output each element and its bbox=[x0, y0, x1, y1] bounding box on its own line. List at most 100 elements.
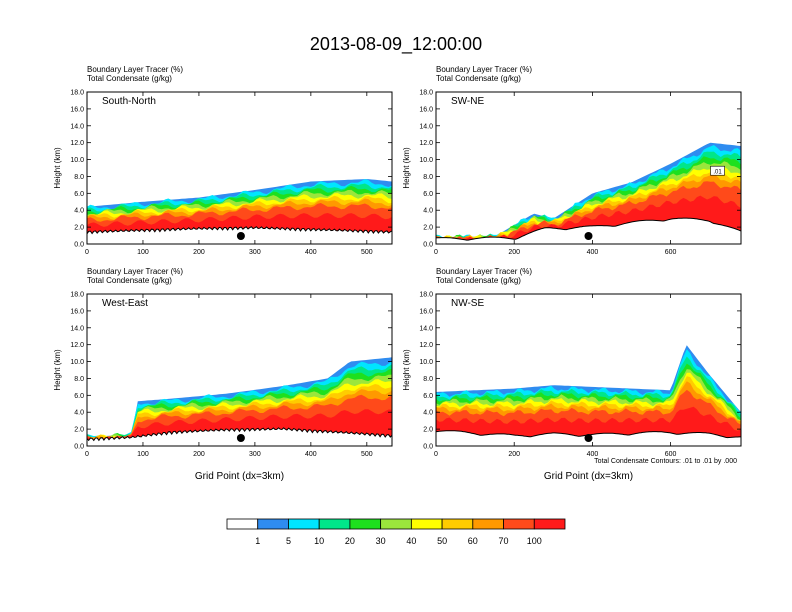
x-tick-label: 100 bbox=[137, 249, 149, 256]
y-tick-label: 14.0 bbox=[419, 123, 433, 130]
x-tick-label: 200 bbox=[508, 249, 520, 256]
field-label: Total Condensate (g/kg) bbox=[436, 74, 521, 83]
y-tick-label: 2.0 bbox=[74, 427, 84, 434]
y-tick-label: 6.0 bbox=[423, 191, 433, 198]
colorbar-swatch bbox=[288, 518, 320, 530]
y-tick-label: 0.0 bbox=[423, 242, 433, 249]
terrain-line bbox=[87, 427, 392, 442]
x-tick-label: 400 bbox=[305, 249, 317, 256]
panel-label: South-North bbox=[102, 96, 156, 107]
tracer-core bbox=[436, 406, 741, 440]
colorbar-swatch bbox=[226, 518, 259, 530]
colorbar-swatch bbox=[410, 518, 443, 530]
y-tick-label: 10.0 bbox=[70, 359, 84, 366]
colorbar-label: 10 bbox=[314, 536, 324, 546]
location-marker bbox=[584, 434, 593, 442]
field-label: Boundary Layer Tracer (%) bbox=[436, 267, 532, 276]
y-tick-label: 12.0 bbox=[419, 140, 433, 147]
y-tick-label: 8.0 bbox=[74, 174, 84, 181]
field-label: Total Condensate (g/kg) bbox=[87, 74, 172, 83]
panel-label: SW-NE bbox=[451, 96, 484, 107]
colorbar-swatch bbox=[257, 518, 289, 530]
x-tick-label: 400 bbox=[305, 451, 317, 458]
field-label: Boundary Layer Tracer (%) bbox=[436, 65, 532, 74]
location-marker bbox=[236, 232, 245, 240]
panel-1: 0.0 2.0 4.0 6.0 8.0 10.0 12.0 14.0 16.0 18.0 0 200 4… bbox=[402, 65, 742, 256]
y-tick-label: 12.0 bbox=[70, 140, 84, 147]
panel-2: 0.0 2.0 4.0 6.0 8.0 10.0 12.0 14.0 16.0 18.0 0 100 2… bbox=[53, 267, 393, 482]
x-tick-label: 200 bbox=[193, 451, 205, 458]
y-tick-label: 4.0 bbox=[423, 410, 433, 417]
y-tick-label: 8.0 bbox=[74, 376, 84, 383]
plot-frame bbox=[435, 293, 742, 447]
x-axis-label: Grid Point (dx=3km) bbox=[195, 471, 284, 482]
terrain-line bbox=[87, 226, 392, 235]
colorbar-label: 60 bbox=[468, 536, 478, 546]
y-tick-label: 12.0 bbox=[70, 342, 84, 349]
x-tick-label: 600 bbox=[665, 249, 677, 256]
y-tick-label: 2.0 bbox=[74, 225, 84, 232]
colorbar-label: 20 bbox=[345, 536, 355, 546]
field-label: Total Condensate (g/kg) bbox=[87, 276, 172, 285]
y-tick-label: 6.0 bbox=[423, 393, 433, 400]
y-tick-label: 6.0 bbox=[74, 393, 84, 400]
colorbar-swatch bbox=[349, 518, 382, 530]
y-tick-label: 14.0 bbox=[419, 325, 433, 332]
y-axis-label: Height (km) bbox=[402, 349, 411, 391]
colorbar-label: 40 bbox=[406, 536, 416, 546]
y-tick-label: 10.0 bbox=[70, 157, 84, 164]
x-tick-label: 500 bbox=[361, 451, 373, 458]
x-tick-label: 0 bbox=[434, 249, 438, 256]
y-tick-label: 16.0 bbox=[419, 308, 433, 315]
y-tick-label: 16.0 bbox=[70, 308, 84, 315]
y-axis-label: Height (km) bbox=[53, 349, 62, 391]
colorbar-swatch bbox=[472, 518, 504, 530]
y-tick-label: 14.0 bbox=[70, 325, 84, 332]
x-tick-label: 100 bbox=[137, 451, 149, 458]
plot-area bbox=[87, 357, 392, 446]
x-tick-label: 600 bbox=[665, 451, 677, 458]
y-tick-label: 6.0 bbox=[74, 191, 84, 198]
y-tick-label: 14.0 bbox=[70, 123, 84, 130]
contour-note: Total Condensate Contours: .01 to .01 by… bbox=[594, 458, 737, 465]
figure-title: 2013-08-09_12:00:00 bbox=[310, 34, 482, 55]
location-marker bbox=[584, 232, 593, 240]
y-tick-label: 8.0 bbox=[423, 174, 433, 181]
x-tick-label: 400 bbox=[587, 249, 599, 256]
y-tick-label: 4.0 bbox=[74, 410, 84, 417]
contour-label-box bbox=[710, 165, 725, 176]
panel-0: 0.0 2.0 4.0 6.0 8.0 10.0 12.0 14.0 16.0 18.0 0 100 2… bbox=[53, 65, 393, 256]
panel-label: NW-SE bbox=[451, 298, 484, 309]
y-tick-label: 2.0 bbox=[423, 225, 433, 232]
tracer-band-7 bbox=[436, 173, 741, 241]
colorbar-label: 70 bbox=[499, 536, 509, 546]
x-tick-label: 0 bbox=[434, 451, 438, 458]
x-tick-label: 300 bbox=[249, 249, 261, 256]
x-tick-label: 0 bbox=[85, 451, 89, 458]
y-axis-label: Height (km) bbox=[53, 147, 62, 189]
field-label: Boundary Layer Tracer (%) bbox=[87, 65, 183, 74]
y-tick-label: 12.0 bbox=[419, 342, 433, 349]
plot-frame bbox=[86, 91, 393, 245]
y-axis-label: Height (km) bbox=[402, 147, 411, 189]
y-tick-label: 18.0 bbox=[70, 90, 84, 97]
y-tick-label: 4.0 bbox=[423, 208, 433, 215]
plot-area bbox=[436, 345, 741, 446]
location-marker bbox=[236, 434, 245, 442]
colorbar-label: 5 bbox=[286, 536, 291, 546]
y-tick-label: 16.0 bbox=[70, 106, 84, 113]
colorbar-swatch bbox=[318, 518, 351, 530]
field-label: Boundary Layer Tracer (%) bbox=[87, 267, 183, 276]
contour-label: .01 bbox=[713, 170, 722, 176]
plot-area bbox=[436, 142, 741, 244]
y-tick-label: 18.0 bbox=[419, 292, 433, 299]
colorbar-label: 30 bbox=[376, 536, 386, 546]
terrain-fill bbox=[436, 218, 741, 244]
x-axis-label: Grid Point (dx=3km) bbox=[544, 471, 633, 482]
colorbar-swatch bbox=[441, 518, 474, 530]
y-tick-label: 4.0 bbox=[74, 208, 84, 215]
panels: 0.0 2.0 4.0 6.0 8.0 10.0 12.0 14.0 16.0 18.0 0 100 2… bbox=[53, 65, 742, 482]
colorbar-swatch bbox=[380, 518, 412, 530]
x-tick-label: 200 bbox=[193, 249, 205, 256]
